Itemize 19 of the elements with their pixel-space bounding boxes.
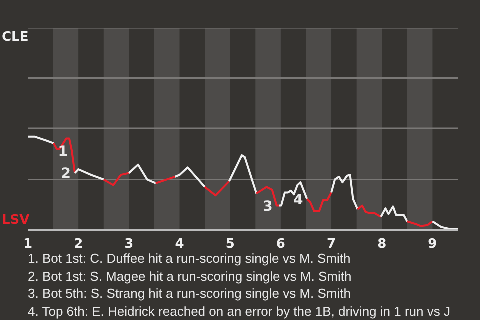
text: 4. Top 6th: E. Heidrick reached on an error by the 1B, driving in 1 run vs J [28, 302, 450, 320]
x-tick-label: 1 [23, 237, 33, 252]
annotation: 3 [263, 198, 273, 215]
text: CLE [2, 30, 29, 46]
x-tick-label: 9 [428, 237, 438, 252]
x-tick-label: 8 [378, 237, 387, 252]
x-tick-label: 5 [226, 237, 235, 252]
text: 3. Bot 5th: S. Strang hit a run-scoring single vs M. Smith [28, 285, 352, 302]
x-tick-label: 3 [124, 237, 134, 252]
annotation: 4 [293, 192, 304, 208]
x-tick-label: 7 [327, 237, 336, 252]
x-tick-label: 4 [175, 237, 184, 252]
annotation: 1 [58, 144, 68, 160]
text: 1. Bot 1st: C. Duffee hit a run-scoring single vs M. Smith [28, 251, 351, 266]
x-tick-label: 2 [74, 237, 84, 252]
text: LSV [2, 213, 30, 229]
text: 2. Bot 1st: S. Magee hit a run-scoring single vs M. Smith [28, 268, 353, 285]
annotation: 2 [61, 166, 72, 182]
x-tick-label: 6 [276, 237, 286, 252]
